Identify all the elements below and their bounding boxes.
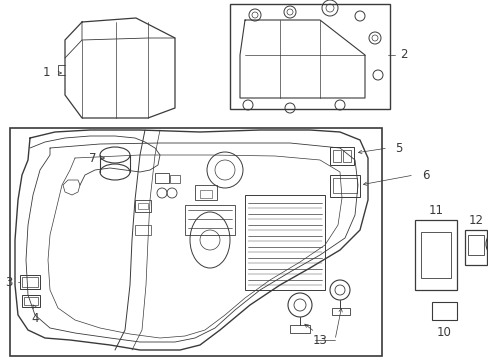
Text: 11: 11 xyxy=(427,203,443,216)
Bar xyxy=(20,275,40,289)
Bar xyxy=(464,230,486,265)
Bar xyxy=(329,147,353,165)
Bar xyxy=(138,203,148,209)
Bar xyxy=(22,277,38,287)
Bar xyxy=(155,173,169,183)
Bar xyxy=(289,325,309,333)
Bar xyxy=(22,295,40,307)
Bar xyxy=(332,150,340,162)
Bar xyxy=(24,297,38,305)
Text: 5: 5 xyxy=(394,141,402,154)
Bar xyxy=(431,302,456,320)
Bar xyxy=(200,190,212,198)
Bar xyxy=(420,232,450,278)
Bar xyxy=(329,175,359,197)
Bar xyxy=(342,150,350,162)
Bar xyxy=(229,4,389,109)
Bar xyxy=(135,225,151,235)
Text: 4: 4 xyxy=(31,311,39,324)
Bar xyxy=(195,185,217,200)
Bar xyxy=(184,205,235,235)
Text: 3: 3 xyxy=(6,275,13,288)
Bar xyxy=(332,178,356,193)
Bar xyxy=(331,308,349,315)
Bar xyxy=(135,200,151,212)
Bar xyxy=(244,195,325,290)
Text: 2: 2 xyxy=(399,49,407,62)
Bar xyxy=(414,220,456,290)
Bar xyxy=(170,175,180,183)
Text: 10: 10 xyxy=(436,325,451,338)
Text: 12: 12 xyxy=(468,213,483,226)
Text: 13: 13 xyxy=(312,333,327,346)
Text: 6: 6 xyxy=(421,168,428,181)
Bar xyxy=(10,128,381,356)
Text: 7: 7 xyxy=(89,152,97,165)
Bar xyxy=(467,235,483,255)
Text: 1: 1 xyxy=(42,67,50,80)
